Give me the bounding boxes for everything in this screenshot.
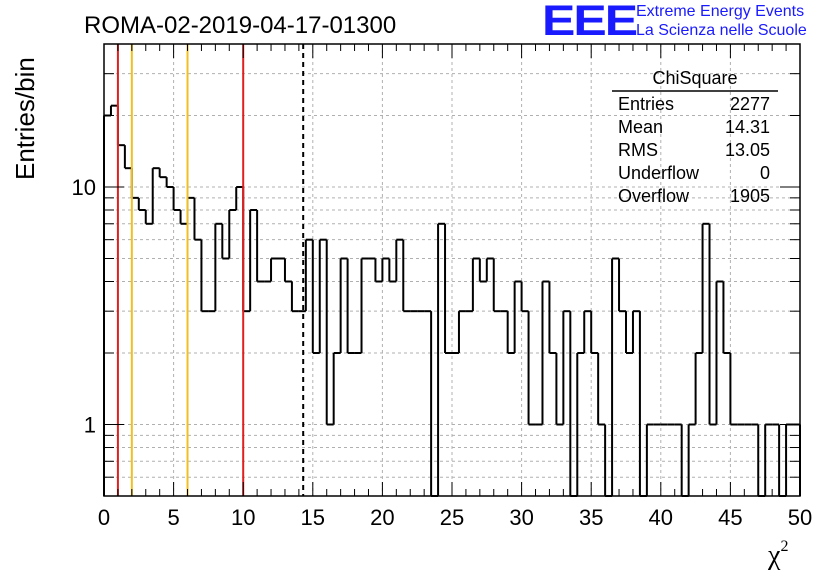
stats-key: Underflow [618, 163, 700, 183]
stats-key: RMS [618, 140, 658, 160]
stats-title: ChiSquare [652, 68, 738, 88]
stats-value: 2277 [729, 94, 770, 114]
chart-title: ROMA-02-2019-04-17-01300 [84, 12, 397, 39]
stats-key: Entries [618, 94, 675, 114]
y-tick-label: 1 [84, 413, 96, 438]
x-tick-label: 15 [301, 505, 325, 530]
stats-key: Mean [618, 117, 664, 137]
x-tick-label: 0 [98, 505, 110, 530]
x-tick-label: 40 [649, 505, 673, 530]
x-tick-label: 20 [370, 505, 394, 530]
y-tick-label: 10 [72, 175, 96, 200]
y-axis-label: Entries/bin [10, 57, 40, 180]
stats-value: 14.31 [724, 117, 770, 137]
x-tick-label: 10 [231, 505, 255, 530]
stats-key: Overflow [618, 186, 690, 206]
plot-area [104, 44, 800, 496]
stats-value: 1905 [729, 186, 770, 206]
x-tick-label: 30 [509, 505, 533, 530]
stats-value: 0 [759, 163, 770, 183]
stats-value: 13.05 [724, 140, 770, 160]
logo-line-1: Extreme Energy Events [636, 3, 805, 20]
logo-line-2: La Scienza nelle Scuole [636, 22, 807, 39]
x-axis-label: χ2 [768, 538, 789, 571]
x-tick-label: 50 [788, 505, 812, 530]
x-tick-label: 5 [167, 505, 179, 530]
x-tick-label: 45 [718, 505, 742, 530]
x-tick-label: 35 [579, 505, 603, 530]
x-tick-label: 25 [440, 505, 464, 530]
eee-logo-mark: EEE [542, 0, 638, 45]
